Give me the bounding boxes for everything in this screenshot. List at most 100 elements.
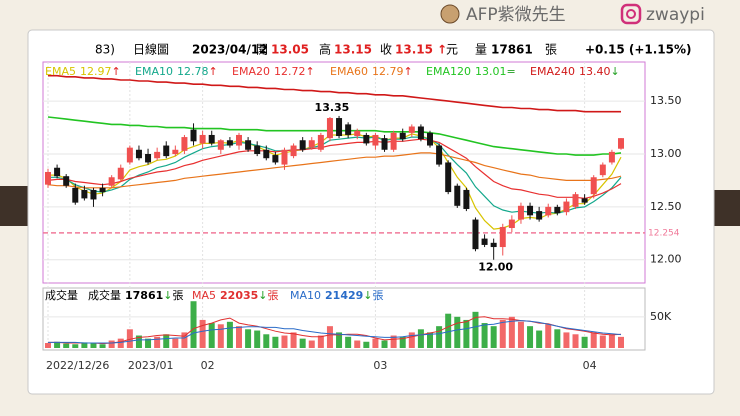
volume-bar	[445, 313, 452, 348]
candle-body	[381, 138, 388, 150]
legend-text: EMA5	[45, 65, 76, 78]
legend-text: =	[506, 65, 515, 78]
candle-body	[226, 140, 233, 146]
label: 收	[380, 43, 392, 57]
volume-bar	[236, 326, 242, 348]
candle-body	[590, 177, 597, 195]
y-tick-label: 50K	[650, 310, 672, 323]
change: +0.15 (+1.15%)	[585, 43, 692, 57]
candle-body	[618, 138, 624, 149]
volume-bar	[272, 336, 279, 348]
volume-bar	[345, 336, 352, 348]
legend-text: 12.72	[274, 65, 306, 78]
candle-body	[481, 238, 488, 245]
candle-body	[254, 145, 261, 154]
legend-text: 17861	[125, 289, 163, 302]
arrow: ↑	[437, 43, 447, 57]
volume-panel-title: 成交量	[45, 288, 78, 302]
volume-bar	[263, 334, 270, 348]
candle-body	[190, 129, 197, 142]
candle-body	[281, 149, 288, 165]
volume-ma-line	[48, 320, 622, 344]
unit: 元	[446, 43, 458, 57]
legend-entry: EMA60 12.79↑	[330, 65, 413, 78]
volume-bar	[117, 338, 124, 348]
candle-body	[445, 162, 452, 193]
candle-body	[263, 149, 270, 159]
volume-bar	[372, 338, 379, 348]
legend-text: MA5	[192, 289, 216, 302]
volume-bar	[390, 335, 397, 348]
legend-text: 21429	[325, 289, 363, 302]
legend-entry: MA5 22035↓張	[192, 289, 279, 302]
volume-bar	[208, 323, 215, 348]
legend-text: EMA240	[530, 65, 575, 78]
volume-bar	[563, 332, 570, 348]
high-annotation: 13.35	[315, 101, 350, 114]
unit: 張	[545, 43, 557, 57]
candle-body	[245, 140, 252, 150]
legend-text: ↓	[363, 289, 372, 302]
candle-body	[527, 205, 534, 216]
x-tick-label: 04	[583, 359, 597, 372]
legend-text: ↑	[208, 65, 217, 78]
ema-line	[47, 152, 622, 189]
candle-body	[63, 176, 70, 186]
candle-body	[563, 201, 570, 213]
legend-text: 12.79	[372, 65, 404, 78]
legend-entry: 成交量 17861↓張	[88, 288, 184, 302]
candle-body	[326, 118, 333, 139]
volume-bar	[472, 311, 479, 348]
candle-body	[354, 130, 361, 137]
volume-bar	[90, 343, 97, 348]
card	[27, 29, 715, 395]
volume: 17861	[491, 43, 533, 57]
candle-body	[581, 198, 588, 203]
volume-bar	[336, 332, 343, 348]
volume-bar	[217, 324, 224, 348]
label: 高	[319, 42, 331, 57]
candle-body	[345, 124, 352, 135]
candle-body	[545, 206, 552, 216]
candle-body	[399, 132, 406, 140]
volume-bar	[54, 341, 61, 348]
volume-bar	[463, 319, 470, 348]
candle-body	[208, 134, 215, 144]
volume-bar	[163, 334, 170, 348]
volume-bar	[499, 319, 506, 348]
volume-bar	[608, 334, 615, 348]
ema-line	[47, 116, 622, 156]
legend-text: EMA60	[330, 65, 368, 78]
volume-bar	[536, 330, 543, 348]
open: 13.05	[271, 43, 309, 57]
candle-body	[336, 118, 343, 137]
volume-bar	[72, 344, 79, 348]
volume-bar	[554, 329, 561, 348]
instagram-icon	[620, 3, 642, 25]
volume-bar	[281, 335, 288, 348]
candle-body	[199, 134, 206, 144]
label: 開	[256, 43, 268, 57]
price-panel	[42, 61, 646, 284]
volume-bar	[517, 321, 524, 348]
brand: AFP紫微先生	[466, 5, 566, 25]
y-tick-label: 13.00	[650, 147, 682, 160]
candle-body	[608, 151, 615, 163]
candle-body	[408, 126, 415, 133]
legend-text: EMA10	[135, 65, 173, 78]
volume-panel	[42, 287, 646, 351]
volume-bar	[290, 332, 297, 348]
legend-text: 12.78	[177, 65, 209, 78]
candle-body	[108, 177, 115, 186]
y-tick-label: 12.00	[650, 253, 682, 266]
volume-bar	[254, 330, 261, 348]
candle-body	[390, 132, 397, 150]
legend-entry: MA10 21429↓張	[290, 289, 384, 302]
candle-body	[363, 134, 370, 144]
candle-body	[145, 153, 152, 163]
ema-line	[47, 138, 622, 200]
code: 83)	[95, 43, 115, 57]
volume-bar	[308, 340, 315, 348]
volume-bar	[454, 316, 461, 348]
volume-bar	[381, 340, 388, 348]
